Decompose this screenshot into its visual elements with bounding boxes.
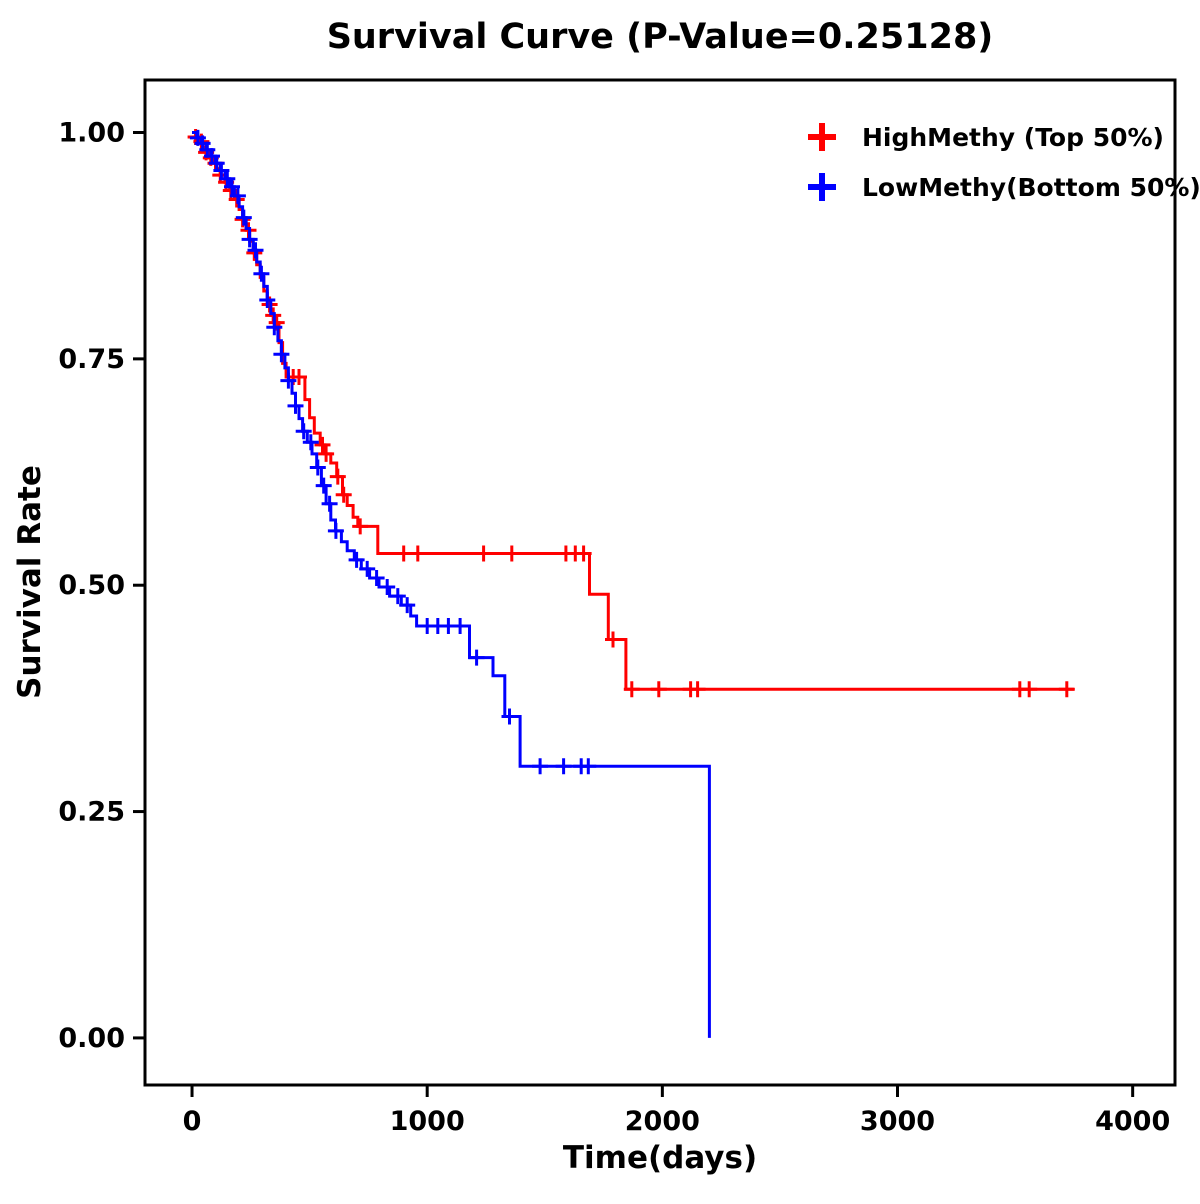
lowmethy-censor-mark (468, 649, 485, 666)
lowmethy-censor-mark (501, 708, 518, 725)
axis-ticks: 0 1000 2000 3000 4000 0.00 0.25 0.50 0.75 1.00 (58, 118, 1170, 1137)
lowmethy-censor-mark (213, 162, 230, 179)
highmethy-curve (192, 131, 1074, 691)
lowmethy-censor-mark (368, 570, 385, 586)
highmethy-censor-mark (291, 369, 307, 385)
highmethy-censor-mark (503, 545, 520, 562)
lowmethy-censor-mark (532, 758, 549, 775)
highmethy-censor-mark (623, 681, 640, 698)
highmethy-censor-mark (605, 631, 621, 648)
lowmethy-censor-mark (241, 231, 258, 248)
highmethy-series (187, 129, 1075, 698)
lowmethy-censor-mark (247, 242, 264, 259)
lowmethy-curve (192, 131, 711, 1038)
lowmethy-censor-mark (235, 209, 252, 226)
lowmethy-censor-mark (452, 618, 469, 634)
x-tick-label: 1000 (390, 1106, 465, 1137)
highmethy-censor-mark (314, 436, 331, 453)
lowmethy-censor-mark (224, 178, 240, 195)
y-axis-label: Survival Rate (12, 465, 48, 699)
lowmethy-censor-mark (253, 265, 270, 282)
lowmethy-series (189, 129, 711, 1038)
lowmethy-censor-mark (348, 551, 365, 568)
plot-layer (187, 129, 1075, 1038)
legend-marker-lowmethy (808, 173, 836, 201)
legend-label-lowmethy: LowMethy(Bottom 50%) (862, 173, 1200, 202)
legend-marker-highmethy (808, 123, 836, 151)
highmethy-censor-mark (475, 545, 492, 562)
lowmethy-censor-mark (399, 597, 416, 614)
lowmethy-censor-mark (379, 579, 396, 595)
highmethy-censor-mark (650, 681, 667, 698)
legend-label-highmethy: HighMethy (Top 50%) (862, 123, 1164, 152)
highmethy-censor-mark (318, 445, 335, 462)
plot-border (143, 78, 1177, 1087)
lowmethy-censor-mark (555, 758, 572, 775)
x-axis-label: Time(days) (563, 1140, 757, 1176)
y-tick-label: 0.75 (58, 344, 125, 375)
highmethy-censor-mark (1058, 681, 1075, 698)
highmethy-censor-mark (409, 545, 426, 562)
highmethy-censor-mark (329, 468, 346, 485)
legend: HighMethy (Top 50%) LowMethy(Bottom 50%) (808, 123, 1200, 202)
highmethy-censor-mark (689, 681, 706, 698)
highmethy-censor-mark (335, 486, 352, 503)
highmethy-censor-mark (575, 545, 592, 562)
lowmethy-censor-mark (266, 319, 283, 336)
lowmethy-censor-mark (302, 434, 319, 451)
lowmethy-censor-mark (295, 423, 312, 440)
lowmethy-censor-mark (389, 588, 406, 605)
x-tick-label: 3000 (860, 1106, 935, 1137)
lowmethy-censor-mark (321, 495, 338, 512)
lowmethy-censor-mark (580, 758, 597, 775)
highmethy-censor-mark (395, 545, 412, 562)
x-tick-label: 0 (183, 1106, 202, 1137)
y-tick-label: 0.50 (58, 570, 125, 601)
lowmethy-censor-mark (259, 292, 276, 308)
lowmethy-censor-mark (359, 560, 376, 577)
x-tick-label: 4000 (1095, 1106, 1170, 1137)
lowmethy-censor-mark (327, 522, 344, 539)
lowmethy-censor-mark (287, 397, 304, 414)
highmethy-censor-mark (352, 518, 369, 535)
highmethy-censor-mark (1021, 681, 1038, 698)
y-tick-label: 0.00 (58, 1023, 125, 1054)
lowmethy-censor-mark (309, 459, 326, 476)
lowmethy-censor-mark (273, 346, 290, 363)
x-tick-label: 2000 (625, 1106, 700, 1137)
y-tick-label: 0.25 (58, 797, 125, 828)
lowmethy-censor-mark (219, 170, 236, 187)
lowmethy-censor-mark (315, 477, 332, 494)
lowmethy-censor-mark (280, 372, 297, 389)
lowmethy-censor-mark (229, 187, 246, 204)
chart-title: Survival Curve (P-Value=0.25128) (327, 17, 994, 57)
y-tick-label: 1.00 (58, 118, 125, 149)
